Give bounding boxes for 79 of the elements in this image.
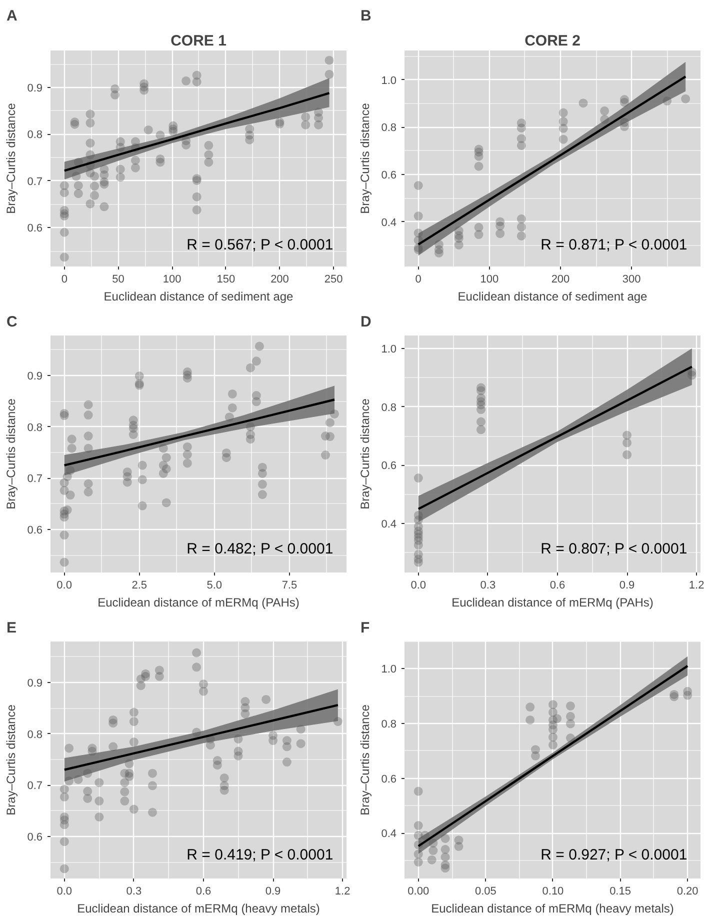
x-tick-label: 100 xyxy=(162,274,182,286)
annotation: R = 0.927; P < 0.0001 xyxy=(540,846,688,864)
y-axis-title: Bray–Curtis distance xyxy=(358,102,372,214)
x-tick-label: 0.9 xyxy=(619,580,635,592)
x-tick-label: 1.2 xyxy=(334,886,350,898)
y-tick-label: 0.9 xyxy=(27,370,43,383)
x-tick-label: 5.0 xyxy=(206,580,222,592)
x-tick-label: 200 xyxy=(551,274,570,286)
x-axis-title: Euclidean distance of mERMq (PAHs) xyxy=(452,596,654,610)
x-tick-label: 0.10 xyxy=(542,886,564,898)
annotation: R = 0.871; P < 0.0001 xyxy=(540,236,688,254)
x-tick-label: 2.5 xyxy=(132,580,148,592)
y-tick-label: 0.8 xyxy=(381,402,397,414)
y-tick-label: 0.6 xyxy=(27,222,43,235)
y-tick-label: 0.8 xyxy=(381,718,397,731)
y-axis-title: Bray–Curtis distance xyxy=(358,704,372,816)
y-tick-label: 0.8 xyxy=(27,728,43,741)
x-tick-label: 0.3 xyxy=(126,886,142,898)
x-tick-label: 0.6 xyxy=(196,886,212,898)
x-tick-label: 250 xyxy=(324,274,343,286)
x-tick-label: 0.00 xyxy=(408,886,430,898)
y-tick-label: 0.4 xyxy=(381,216,397,229)
x-tick-label: 0.15 xyxy=(610,886,631,898)
y-tick-label: 0.4 xyxy=(381,518,397,531)
x-tick-label: 0 xyxy=(415,274,422,286)
chart-subtitle: CORE 1 xyxy=(170,32,226,50)
chart-title: D xyxy=(360,314,372,330)
y-axis-title: Bray–Curtis distance xyxy=(4,398,18,510)
x-axis-title: Euclidean distance of sediment age xyxy=(458,290,648,304)
y-tick-label: 0.6 xyxy=(381,773,397,786)
y-axis-title: Bray–Curtis distance xyxy=(4,704,18,816)
x-tick-label: 0 xyxy=(61,274,68,286)
y-tick-label: 0.8 xyxy=(27,422,43,434)
y-tick-label: 0.6 xyxy=(381,170,397,182)
annotation: R = 0.482; P < 0.0001 xyxy=(186,540,334,558)
x-tick-label: 0.20 xyxy=(676,886,698,898)
y-axis-title: Bray–Curtis distance xyxy=(4,102,18,214)
chart-subtitle: CORE 2 xyxy=(524,32,580,50)
x-tick-label: 200 xyxy=(270,274,289,286)
y-axis-title: Bray–Curtis distance xyxy=(358,398,372,510)
annotation: R = 0.807; P < 0.0001 xyxy=(540,540,688,558)
y-tick-label: 1.0 xyxy=(381,74,397,87)
x-axis-title: Euclidean distance of mERMq (PAHs) xyxy=(98,596,300,610)
x-tick-label: 0.9 xyxy=(265,886,281,898)
y-tick-label: 0.4 xyxy=(381,828,397,840)
x-axis-title: Euclidean distance of sediment age xyxy=(104,290,294,304)
y-tick-label: 0.7 xyxy=(27,176,43,188)
chart-title: C xyxy=(6,314,18,330)
y-tick-label: 1.0 xyxy=(381,664,397,676)
x-tick-label: 50 xyxy=(112,274,124,286)
y-tick-label: 1.0 xyxy=(381,344,397,356)
y-tick-label: 0.7 xyxy=(27,473,43,486)
annotation: R = 0.567; P < 0.0001 xyxy=(186,236,334,254)
x-tick-label: 1.2 xyxy=(688,580,704,592)
x-tick-label: 100 xyxy=(480,274,499,286)
y-tick-label: 0.9 xyxy=(27,678,43,690)
annotation: R = 0.419; P < 0.0001 xyxy=(186,846,334,864)
y-tick-label: 0.8 xyxy=(27,129,43,142)
x-tick-label: 0.0 xyxy=(56,580,72,592)
y-tick-label: 0.7 xyxy=(27,780,43,792)
chart-title: B xyxy=(360,8,372,24)
x-axis-title: Euclidean distance of mERMq (heavy metals) xyxy=(77,902,320,916)
x-tick-label: 7.5 xyxy=(282,580,298,592)
chart-title: F xyxy=(360,620,370,636)
y-tick-label: 0.6 xyxy=(381,460,397,472)
x-axis-title: Euclidean distance of mERMq (heavy metals) xyxy=(431,902,674,916)
x-tick-label: 150 xyxy=(216,274,236,286)
x-tick-label: 0.3 xyxy=(480,580,496,592)
y-tick-label: 0.6 xyxy=(27,831,43,844)
x-tick-label: 0.05 xyxy=(474,886,496,898)
x-tick-label: 300 xyxy=(622,274,641,286)
y-tick-label: 0.8 xyxy=(381,122,397,134)
x-tick-label: 0.0 xyxy=(56,886,72,898)
x-tick-label: 0.6 xyxy=(550,580,566,592)
chart-title: A xyxy=(6,8,18,24)
y-tick-label: 0.9 xyxy=(27,82,43,94)
chart-title: E xyxy=(6,620,17,636)
x-tick-label: 0.0 xyxy=(410,580,426,592)
y-tick-label: 0.6 xyxy=(27,524,43,536)
